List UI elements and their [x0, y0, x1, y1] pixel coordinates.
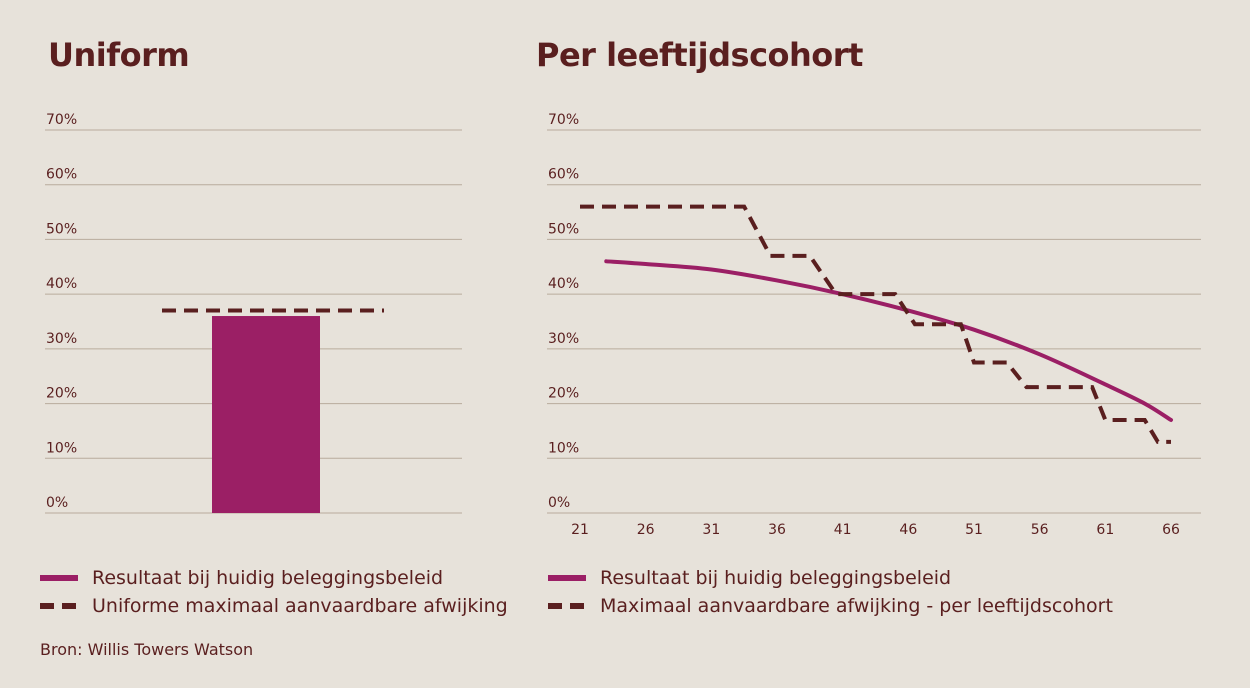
y-tick-label: 20% — [46, 386, 77, 402]
legend-swatch-dashed — [40, 603, 78, 609]
x-tick-label: 36 — [768, 522, 786, 538]
y-tick-label: 50% — [548, 221, 579, 237]
x-tick-label: 66 — [1162, 522, 1180, 538]
x-tick-label: 26 — [637, 522, 655, 538]
legend-item-result: Resultaat bij huidig beleggingsbeleid — [40, 564, 508, 592]
legend-label: Resultaat bij huidig beleggingsbeleid — [92, 567, 444, 589]
legend-per-cohort: Resultaat bij huidig beleggingsbeleid Ma… — [548, 564, 1113, 620]
x-tick-label: 61 — [1096, 522, 1114, 538]
chart-title-per-cohort: Per leeftijdscohort — [536, 36, 863, 74]
y-tick-label: 70% — [46, 112, 77, 128]
legend-label: Maximaal aanvaardbare afwijking - per le… — [600, 595, 1113, 617]
y-tick-label: 40% — [46, 276, 77, 292]
x-tick-label: 31 — [702, 522, 720, 538]
series-line-result — [604, 259, 1173, 422]
legend-item-uniform-deviation: Uniforme maximaal aanvaardbare afwijking — [40, 592, 508, 620]
source-note: Bron: Willis Towers Watson — [40, 640, 254, 659]
x-tick-label: 46 — [899, 522, 917, 538]
legend-swatch-solid — [40, 575, 78, 581]
y-tick-label: 10% — [46, 440, 77, 456]
y-tick-label: 30% — [46, 331, 77, 347]
y-tick-label: 50% — [46, 221, 77, 237]
legend-swatch-solid — [548, 575, 586, 581]
x-tick-label: 41 — [834, 522, 852, 538]
series-line-max-deviation — [580, 204, 1171, 444]
bar — [212, 316, 320, 513]
y-tick-label: 20% — [548, 386, 579, 402]
x-tick-label: 21 — [571, 522, 589, 538]
legend-item-result: Resultaat bij huidig beleggingsbeleid — [548, 564, 1113, 592]
x-tick-label: 56 — [1031, 522, 1049, 538]
legend-label: Uniforme maximaal aanvaardbare afwijking — [92, 595, 508, 617]
y-tick-label: 60% — [548, 167, 579, 183]
y-tick-label: 10% — [548, 440, 579, 456]
chart-title-uniform: Uniform — [48, 36, 190, 74]
y-tick-label: 0% — [46, 495, 68, 511]
y-tick-label: 30% — [548, 331, 579, 347]
legend-uniform: Resultaat bij huidig beleggingsbeleid Un… — [40, 564, 508, 620]
y-tick-label: 60% — [46, 167, 77, 183]
y-tick-label: 40% — [548, 276, 579, 292]
y-tick-label: 70% — [548, 112, 579, 128]
y-tick-label: 0% — [548, 495, 570, 511]
legend-label: Resultaat bij huidig beleggingsbeleid — [600, 567, 952, 589]
legend-swatch-dashed — [548, 603, 586, 609]
legend-item-cohort-deviation: Maximaal aanvaardbare afwijking - per le… — [548, 592, 1113, 620]
x-tick-label: 51 — [965, 522, 983, 538]
